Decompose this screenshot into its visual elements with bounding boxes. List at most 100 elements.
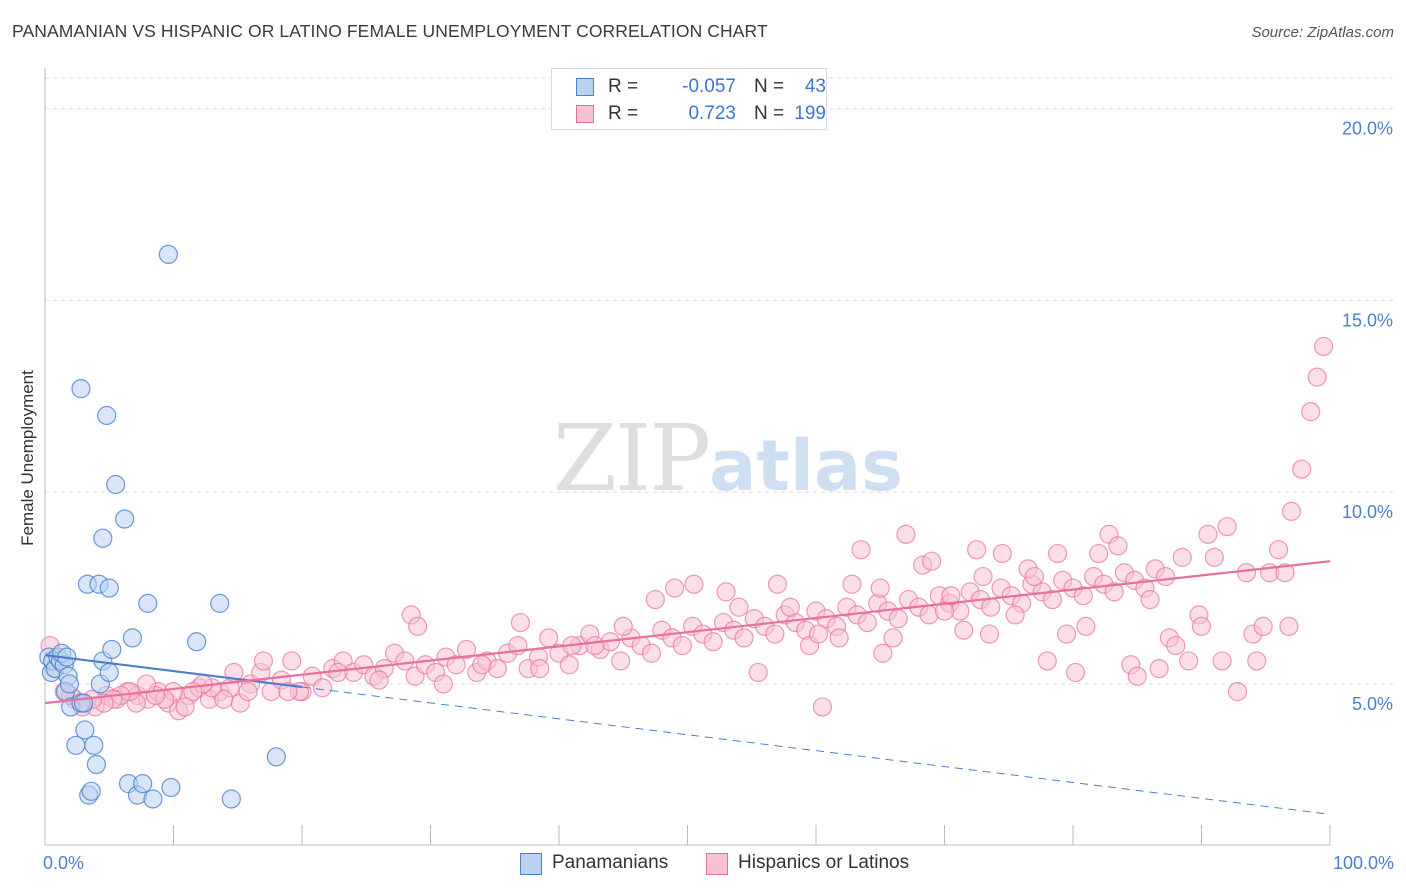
hispanic-point <box>1073 586 1093 606</box>
hispanic-point <box>829 628 849 648</box>
hispanic-point <box>214 689 234 709</box>
panamanian-point <box>81 781 101 801</box>
hispanic-point <box>941 586 961 606</box>
hispanic-point <box>585 635 605 656</box>
hispanic-point <box>1076 616 1096 637</box>
panamanian-point <box>115 509 135 529</box>
hispanic-point <box>703 632 723 652</box>
y-tick-label: 5.0% <box>1352 694 1393 714</box>
hispanic-point <box>312 678 333 698</box>
panamanian-point <box>210 593 230 613</box>
hispanic-point <box>1089 543 1109 564</box>
legend-swatch-blue <box>576 78 594 96</box>
hispanic-point <box>539 628 559 648</box>
trend-lines <box>44 560 1331 815</box>
source-label: Source: ZipAtlas.com <box>1251 24 1394 41</box>
stats-legend: R = -0.057 N = 43 R = 0.723 N = 199 <box>551 68 827 130</box>
hispanic-point <box>1166 635 1186 656</box>
hispanic-point <box>748 662 768 683</box>
hispanic-point <box>446 655 466 675</box>
hispanic-point <box>1149 658 1169 679</box>
hispanic-point <box>1236 563 1257 583</box>
legend-r-value: -0.057 <box>682 76 736 97</box>
hispanic-point <box>1227 681 1248 702</box>
legend-n-label: N = <box>754 76 785 97</box>
hispanic-point <box>973 566 993 587</box>
hispanic-point <box>1140 589 1160 610</box>
hispanic-point <box>1247 651 1267 671</box>
hispanic-point <box>734 628 754 648</box>
hispanic-point <box>1313 336 1334 357</box>
hispanic-point <box>1198 524 1218 544</box>
hispanic-point <box>1104 582 1124 602</box>
hispanic-point <box>1275 563 1295 583</box>
legend-n-label: N = <box>754 103 785 124</box>
hispanic-point <box>1127 666 1147 686</box>
hispanic-point <box>1279 616 1299 637</box>
hispanic-point <box>873 643 893 663</box>
hispanic-point <box>851 540 871 560</box>
panamanian-point <box>99 662 119 683</box>
hispanic-point <box>922 551 942 571</box>
hispanic-point <box>812 697 833 717</box>
hispanic-point <box>278 681 298 702</box>
hispanic-point <box>1155 566 1176 587</box>
hispanic-point <box>967 540 987 560</box>
hispanic-point <box>530 658 550 679</box>
hispanic-point <box>870 578 890 598</box>
hispanic-point <box>175 697 195 717</box>
hispanic-points <box>40 336 1334 721</box>
hispanic-point <box>981 597 1001 617</box>
hispanic-point <box>613 616 633 637</box>
legend-n-value: 199 <box>794 103 826 124</box>
panamanian-point <box>266 747 286 767</box>
hispanic-point <box>896 524 916 544</box>
chart-title: PANAMANIAN VS HISPANIC OR LATINO FEMALE … <box>12 21 768 41</box>
hispanic-point <box>1005 605 1025 625</box>
panamanian-point <box>71 379 91 399</box>
hispanic-point <box>1024 566 1045 587</box>
hispanic-point <box>716 582 736 602</box>
hispanic-point <box>408 616 428 637</box>
hispanic-point <box>842 574 862 594</box>
hispanic-point <box>954 620 974 640</box>
hispanic-point <box>1191 616 1212 637</box>
watermark-atlas: atlas <box>709 425 903 507</box>
x-tick-label: 100.0% <box>1333 853 1394 873</box>
hispanic-point <box>992 543 1012 564</box>
hispanic-point <box>684 574 704 594</box>
panamanian-point <box>158 244 178 265</box>
y-tick-label: 15.0% <box>1342 310 1393 330</box>
panamanian-point <box>84 735 104 755</box>
hispanic-point <box>767 574 788 594</box>
hispanic-point <box>641 643 662 663</box>
hispanic-point <box>456 639 477 660</box>
legend-swatch-pink <box>576 105 594 123</box>
hispanic-point <box>559 655 579 675</box>
hispanic-point <box>1292 459 1312 479</box>
panamanian-point <box>221 789 241 809</box>
hispanic-point <box>729 597 749 617</box>
tick-labels: 5.0% 10.0% 15.0% 20.0% 0.0% 100.0% <box>43 119 1394 873</box>
panamanian-point <box>138 593 158 613</box>
hispanic-point <box>1307 367 1327 387</box>
hispanic-point <box>1212 651 1232 671</box>
hispanic-point <box>1204 547 1224 567</box>
hispanic-point <box>888 609 908 629</box>
legend-r-value: 0.723 <box>688 103 736 124</box>
hispanic-point <box>1172 547 1192 567</box>
hispanic-point <box>665 578 685 598</box>
watermark: ZIPatlas <box>553 405 903 512</box>
panamanian-point <box>59 674 80 694</box>
hispanic-point <box>1301 402 1321 422</box>
panamanian-point <box>99 578 119 598</box>
legend-n-value: 43 <box>804 76 826 97</box>
hispanic-point <box>672 635 692 656</box>
hispanic-point <box>1281 501 1302 521</box>
panamanian-point <box>106 474 126 495</box>
legend-label-panamanians: Panamanians <box>552 852 669 873</box>
hispanic-point <box>1179 651 1199 671</box>
panamanian-point <box>97 405 117 426</box>
y-tick-label: 20.0% <box>1342 119 1393 139</box>
